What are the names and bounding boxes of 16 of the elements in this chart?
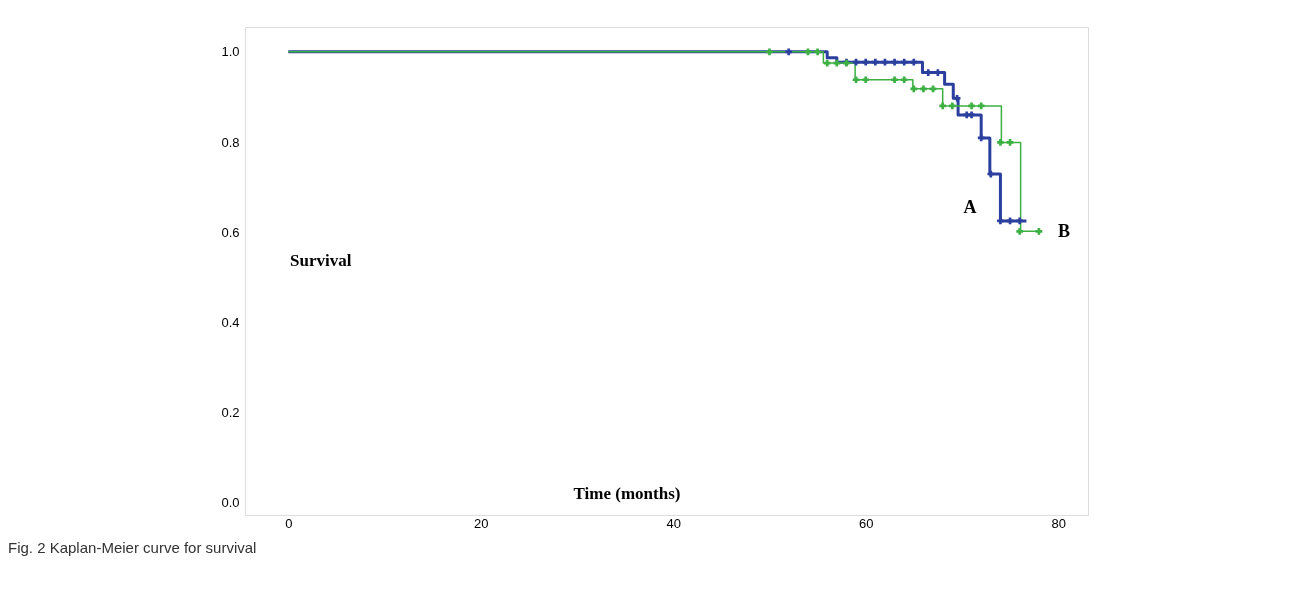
y-tick-label: 0.6	[221, 224, 240, 240]
x-tick-label: 80	[1051, 515, 1066, 531]
x-tick-label: 60	[858, 515, 874, 531]
x-tick-label: 40	[666, 515, 681, 531]
annotation: A	[963, 197, 977, 217]
annotation: B	[1057, 221, 1071, 241]
y-tick-label: 0.0	[221, 495, 240, 511]
y-axis-title: Survival	[290, 251, 352, 270]
x-axis-title: Time (months)	[573, 484, 681, 503]
y-tick-label: 0.2	[221, 405, 240, 421]
y-tick-label: 0.4	[221, 314, 240, 330]
x-tick-label: 20	[474, 515, 489, 531]
y-tick-label: 1.0	[221, 44, 240, 60]
y-tick-label: 0.8	[221, 134, 240, 150]
caption: Fig. 2 Kaplan-Meier curve for survival	[8, 539, 257, 556]
x-tick-label: 0	[285, 515, 293, 531]
